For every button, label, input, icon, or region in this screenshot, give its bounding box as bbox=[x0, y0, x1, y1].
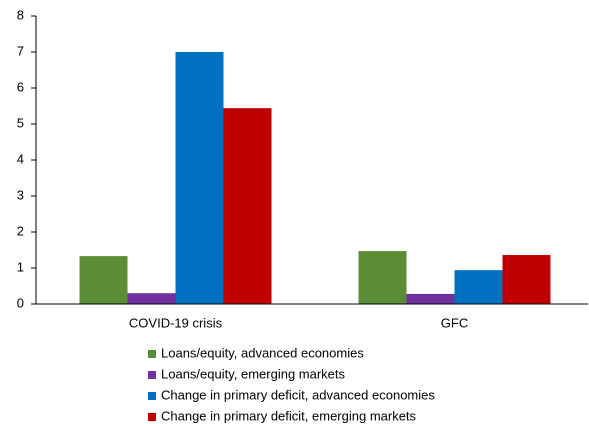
legend-label: Change in primary deficit, advanced econ… bbox=[161, 387, 435, 402]
bar bbox=[502, 255, 551, 304]
y-tick-label: 5 bbox=[17, 115, 24, 130]
bar bbox=[127, 293, 176, 304]
x-tick-label: GFC bbox=[441, 315, 468, 330]
y-tick-label: 1 bbox=[17, 259, 24, 274]
y-tick-label: 4 bbox=[17, 151, 24, 166]
bar bbox=[223, 108, 272, 304]
legend-label: Loans/equity, advanced economies bbox=[161, 345, 364, 360]
legend-swatch bbox=[148, 392, 156, 400]
legend-swatch bbox=[148, 371, 156, 379]
y-tick-label: 2 bbox=[17, 223, 24, 238]
legend-swatch bbox=[148, 413, 156, 421]
bar bbox=[454, 270, 503, 304]
bar bbox=[79, 256, 128, 304]
legend-swatch bbox=[148, 350, 156, 358]
legend-label: Change in primary deficit, emerging mark… bbox=[161, 408, 417, 423]
y-tick-label: 8 bbox=[17, 7, 24, 22]
legend-label: Loans/equity, emerging markets bbox=[161, 366, 346, 381]
y-tick-label: 7 bbox=[17, 43, 24, 58]
y-tick-label: 6 bbox=[17, 79, 24, 94]
x-tick-label: COVID-19 crisis bbox=[129, 315, 223, 330]
bar bbox=[358, 251, 407, 304]
bar bbox=[406, 293, 455, 304]
y-tick-label: 3 bbox=[17, 187, 24, 202]
bar bbox=[175, 52, 224, 304]
y-tick-label: 0 bbox=[17, 295, 24, 310]
